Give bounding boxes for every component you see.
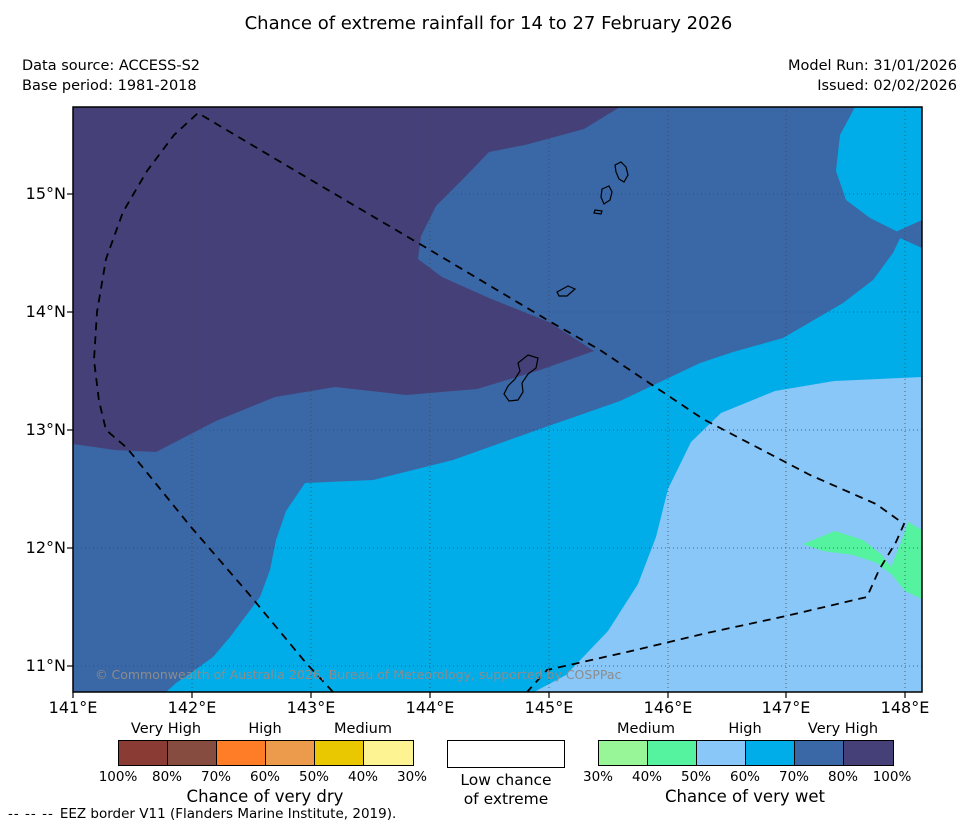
wet-tick-100: 100%	[872, 769, 912, 785]
wet-tick-80: 80%	[827, 769, 859, 785]
dry-tick-40: 40%	[347, 769, 379, 785]
rainfall-chance-map: © Commonwealth of Australia 2026, Bureau…	[67, 106, 923, 698]
lon-label-145e: 145°E	[524, 698, 574, 717]
low-chance-line1: Low chance	[460, 771, 552, 789]
wet-header-medium: Medium	[617, 721, 675, 737]
wet-colorbar	[598, 740, 894, 766]
wet-header-high: High	[728, 721, 762, 737]
dry-caption: Chance of very dry	[186, 787, 344, 806]
dry-header-high: High	[248, 721, 282, 737]
lon-label-144e: 144°E	[405, 698, 455, 717]
model-run-label: Model Run: 31/01/2026	[787, 58, 957, 74]
wet-swatch-80	[844, 741, 893, 765]
wet-swatch-40	[648, 741, 697, 765]
lat-label-11n: 11°N	[25, 656, 66, 675]
wet-tick-50: 50%	[680, 769, 712, 785]
low-chance-line2: of extreme	[463, 790, 549, 808]
eez-footnote: -- -- -- EEZ border V11 (Flanders Marine …	[8, 806, 396, 822]
page-title: Chance of extreme rainfall for 14 to 27 …	[244, 13, 733, 34]
dry-swatch-50	[315, 741, 364, 765]
lon-label-148e: 148°E	[880, 698, 930, 717]
low-chance-swatch	[447, 740, 565, 768]
lat-label-12n: 12°N	[25, 538, 66, 557]
region-wet-80-100	[73, 107, 620, 452]
base-period-label: Base period: 1981-2018	[22, 78, 197, 94]
lon-label-147e: 147°E	[761, 698, 811, 717]
meta-right: Model Run: 31/01/2026 Issued: 02/02/2026	[788, 56, 957, 96]
lon-label-141e: 141°E	[48, 698, 98, 717]
eez-dash-sample: -- -- --	[8, 806, 54, 822]
dry-tick-50: 50%	[298, 769, 330, 785]
dry-swatch-100	[119, 741, 168, 765]
dry-header-very-high: Very High	[130, 721, 202, 737]
dry-tick-100: 100%	[98, 769, 138, 785]
lon-label-146e: 146°E	[643, 698, 693, 717]
lon-label-142e: 142°E	[167, 698, 217, 717]
island-saipan	[614, 161, 629, 183]
wet-tick-70: 70%	[778, 769, 810, 785]
island-aguijan	[593, 209, 603, 215]
wet-swatch-60	[746, 741, 795, 765]
dry-tick-80: 80%	[151, 769, 183, 785]
low-chance-label: Low chance of extreme	[447, 771, 565, 809]
eez-note-text: EEZ border V11 (Flanders Marine Institut…	[59, 806, 397, 822]
region-wet-40-50	[803, 522, 922, 599]
dry-tick-60: 60%	[249, 769, 281, 785]
region-wet-50-60	[534, 377, 922, 692]
lat-label-13n: 13°N	[25, 420, 66, 439]
region-wet-70-80-wedge	[891, 220, 922, 248]
lat-label-15n: 15°N	[25, 184, 66, 203]
meta-left: Data source: ACCESS-S2 Base period: 1981…	[22, 56, 200, 96]
dry-swatch-40	[364, 741, 413, 765]
island-tinian	[600, 185, 613, 205]
island-rota	[556, 285, 577, 297]
wet-swatch-50	[697, 741, 746, 765]
wet-caption: Chance of very wet	[665, 787, 825, 806]
wet-swatch-70	[795, 741, 844, 765]
wet-tick-40: 40%	[631, 769, 663, 785]
dry-colorbar	[118, 740, 414, 766]
island-outlines	[503, 161, 629, 402]
dry-tick-30: 30%	[396, 769, 428, 785]
dry-swatch-80	[168, 741, 217, 765]
map-border	[72, 106, 923, 693]
dry-header-medium: Medium	[334, 721, 392, 737]
lat-label-14n: 14°N	[25, 302, 66, 321]
map-copyright: © Commonwealth of Australia 2026, Bureau…	[95, 667, 621, 682]
lon-label-143e: 143°E	[286, 698, 336, 717]
wet-header-very-high: Very High	[807, 721, 879, 737]
axis-ticks	[67, 193, 906, 698]
wet-swatch-30	[599, 741, 648, 765]
issued-label: Issued: 02/02/2026	[817, 78, 957, 94]
wet-tick-60: 60%	[729, 769, 761, 785]
eez-border-line	[93, 111, 906, 693]
dry-swatch-70	[217, 741, 266, 765]
island-guam	[503, 354, 539, 402]
data-source-label: Data source: ACCESS-S2	[22, 58, 201, 74]
map-canvas: © Commonwealth of Australia 2026, Bureau…	[67, 106, 923, 698]
dry-tick-70: 70%	[200, 769, 232, 785]
gridlines	[73, 107, 922, 692]
dry-swatch-60	[266, 741, 315, 765]
wet-tick-30: 30%	[582, 769, 614, 785]
